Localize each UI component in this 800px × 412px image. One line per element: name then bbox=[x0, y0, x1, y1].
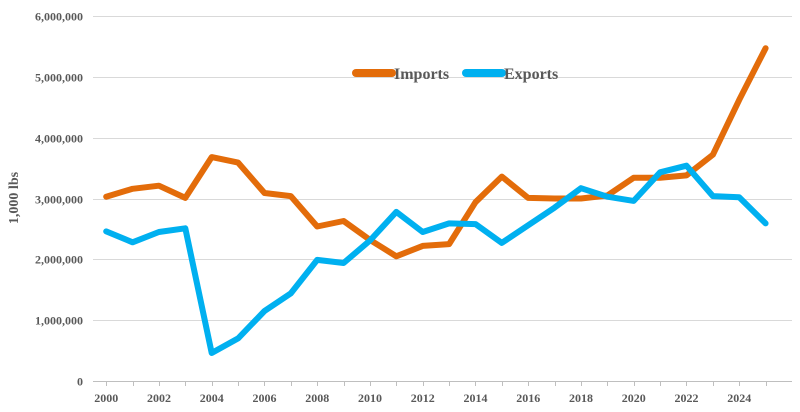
x-tick-label: 2024 bbox=[727, 391, 751, 405]
y-tick-label: 0 bbox=[77, 375, 83, 389]
x-tick-label: 2008 bbox=[305, 391, 329, 405]
data-point-imports bbox=[235, 160, 241, 166]
data-point-exports bbox=[631, 198, 637, 204]
x-tick-label: 2022 bbox=[674, 391, 698, 405]
series-line-exports bbox=[103, 162, 769, 356]
data-point-exports bbox=[578, 185, 584, 191]
data-point-exports bbox=[367, 238, 373, 244]
data-point-exports bbox=[130, 239, 136, 245]
data-point-imports bbox=[552, 196, 558, 202]
y-tick-label: 3,000,000 bbox=[35, 193, 83, 207]
x-tick-label: 2004 bbox=[200, 391, 224, 405]
y-axis-title: 1,000 lbs bbox=[7, 171, 22, 224]
data-point-exports bbox=[235, 335, 241, 341]
data-point-imports bbox=[763, 45, 769, 51]
data-point-imports bbox=[262, 190, 268, 196]
data-point-imports bbox=[473, 199, 479, 205]
x-tick-label: 2018 bbox=[569, 391, 593, 405]
data-point-imports bbox=[341, 218, 347, 224]
data-point-imports bbox=[288, 193, 294, 199]
data-point-exports bbox=[499, 240, 505, 246]
data-point-exports bbox=[103, 228, 109, 234]
data-point-imports bbox=[446, 241, 452, 247]
y-tick-label: 6,000,000 bbox=[35, 10, 83, 24]
data-point-exports bbox=[736, 194, 742, 200]
legend-label-imports: Imports bbox=[394, 66, 449, 83]
y-tick-label: 4,000,000 bbox=[35, 132, 83, 146]
data-point-imports bbox=[393, 253, 399, 259]
data-point-exports bbox=[525, 222, 531, 228]
data-point-exports bbox=[314, 257, 320, 263]
data-point-imports bbox=[420, 243, 426, 249]
data-point-imports bbox=[631, 175, 637, 181]
x-tick-label: 2020 bbox=[622, 391, 646, 405]
data-point-imports bbox=[736, 97, 742, 103]
axes bbox=[93, 381, 792, 386]
y-tick-label: 5,000,000 bbox=[35, 71, 83, 85]
data-point-exports bbox=[420, 229, 426, 235]
data-point-exports bbox=[763, 220, 769, 226]
data-point-exports bbox=[341, 260, 347, 266]
data-point-imports bbox=[499, 174, 505, 180]
data-point-imports bbox=[578, 196, 584, 202]
data-point-exports bbox=[262, 308, 268, 314]
x-tick-label: 2006 bbox=[252, 391, 276, 405]
data-point-imports bbox=[684, 172, 690, 178]
data-point-exports bbox=[288, 290, 294, 296]
data-point-imports bbox=[710, 152, 716, 158]
data-point-exports bbox=[710, 193, 716, 199]
x-tick-label: 2016 bbox=[516, 391, 540, 405]
x-tick-label: 2010 bbox=[358, 391, 382, 405]
data-point-imports bbox=[182, 195, 188, 201]
data-point-exports bbox=[446, 220, 452, 226]
y-tick-label: 1,000,000 bbox=[35, 314, 83, 328]
data-point-imports bbox=[314, 224, 320, 230]
gridlines bbox=[93, 16, 792, 321]
series-lines bbox=[103, 45, 769, 356]
data-point-exports bbox=[156, 229, 162, 235]
x-tick-label: 2000 bbox=[94, 391, 118, 405]
data-point-imports bbox=[209, 154, 215, 160]
y-tick-labels: 0 1,000,000 2,000,000 3,000,000 4,000,000 5,0… bbox=[35, 10, 83, 389]
x-tick-label: 2014 bbox=[463, 391, 487, 405]
data-point-exports bbox=[657, 169, 663, 175]
data-point-exports bbox=[604, 194, 610, 200]
data-point-exports bbox=[182, 225, 188, 231]
data-point-imports bbox=[103, 194, 109, 200]
data-point-imports bbox=[525, 195, 531, 201]
data-point-exports bbox=[393, 209, 399, 215]
data-point-exports bbox=[552, 205, 558, 211]
x-tick-labels: 2000 2002 2004 2006 2008 2010 2012 2014 2016 2018… bbox=[94, 391, 751, 405]
data-point-exports bbox=[684, 163, 690, 169]
legend: Imports Exports bbox=[352, 66, 558, 83]
x-tick-label: 2012 bbox=[411, 391, 435, 405]
data-point-exports bbox=[473, 221, 479, 227]
data-point-imports bbox=[156, 183, 162, 189]
y-tick-label: 2,000,000 bbox=[35, 253, 83, 267]
data-point-exports bbox=[209, 350, 215, 356]
x-tick-label: 2002 bbox=[147, 391, 171, 405]
data-point-imports bbox=[130, 186, 136, 192]
legend-label-exports: Exports bbox=[504, 66, 558, 83]
